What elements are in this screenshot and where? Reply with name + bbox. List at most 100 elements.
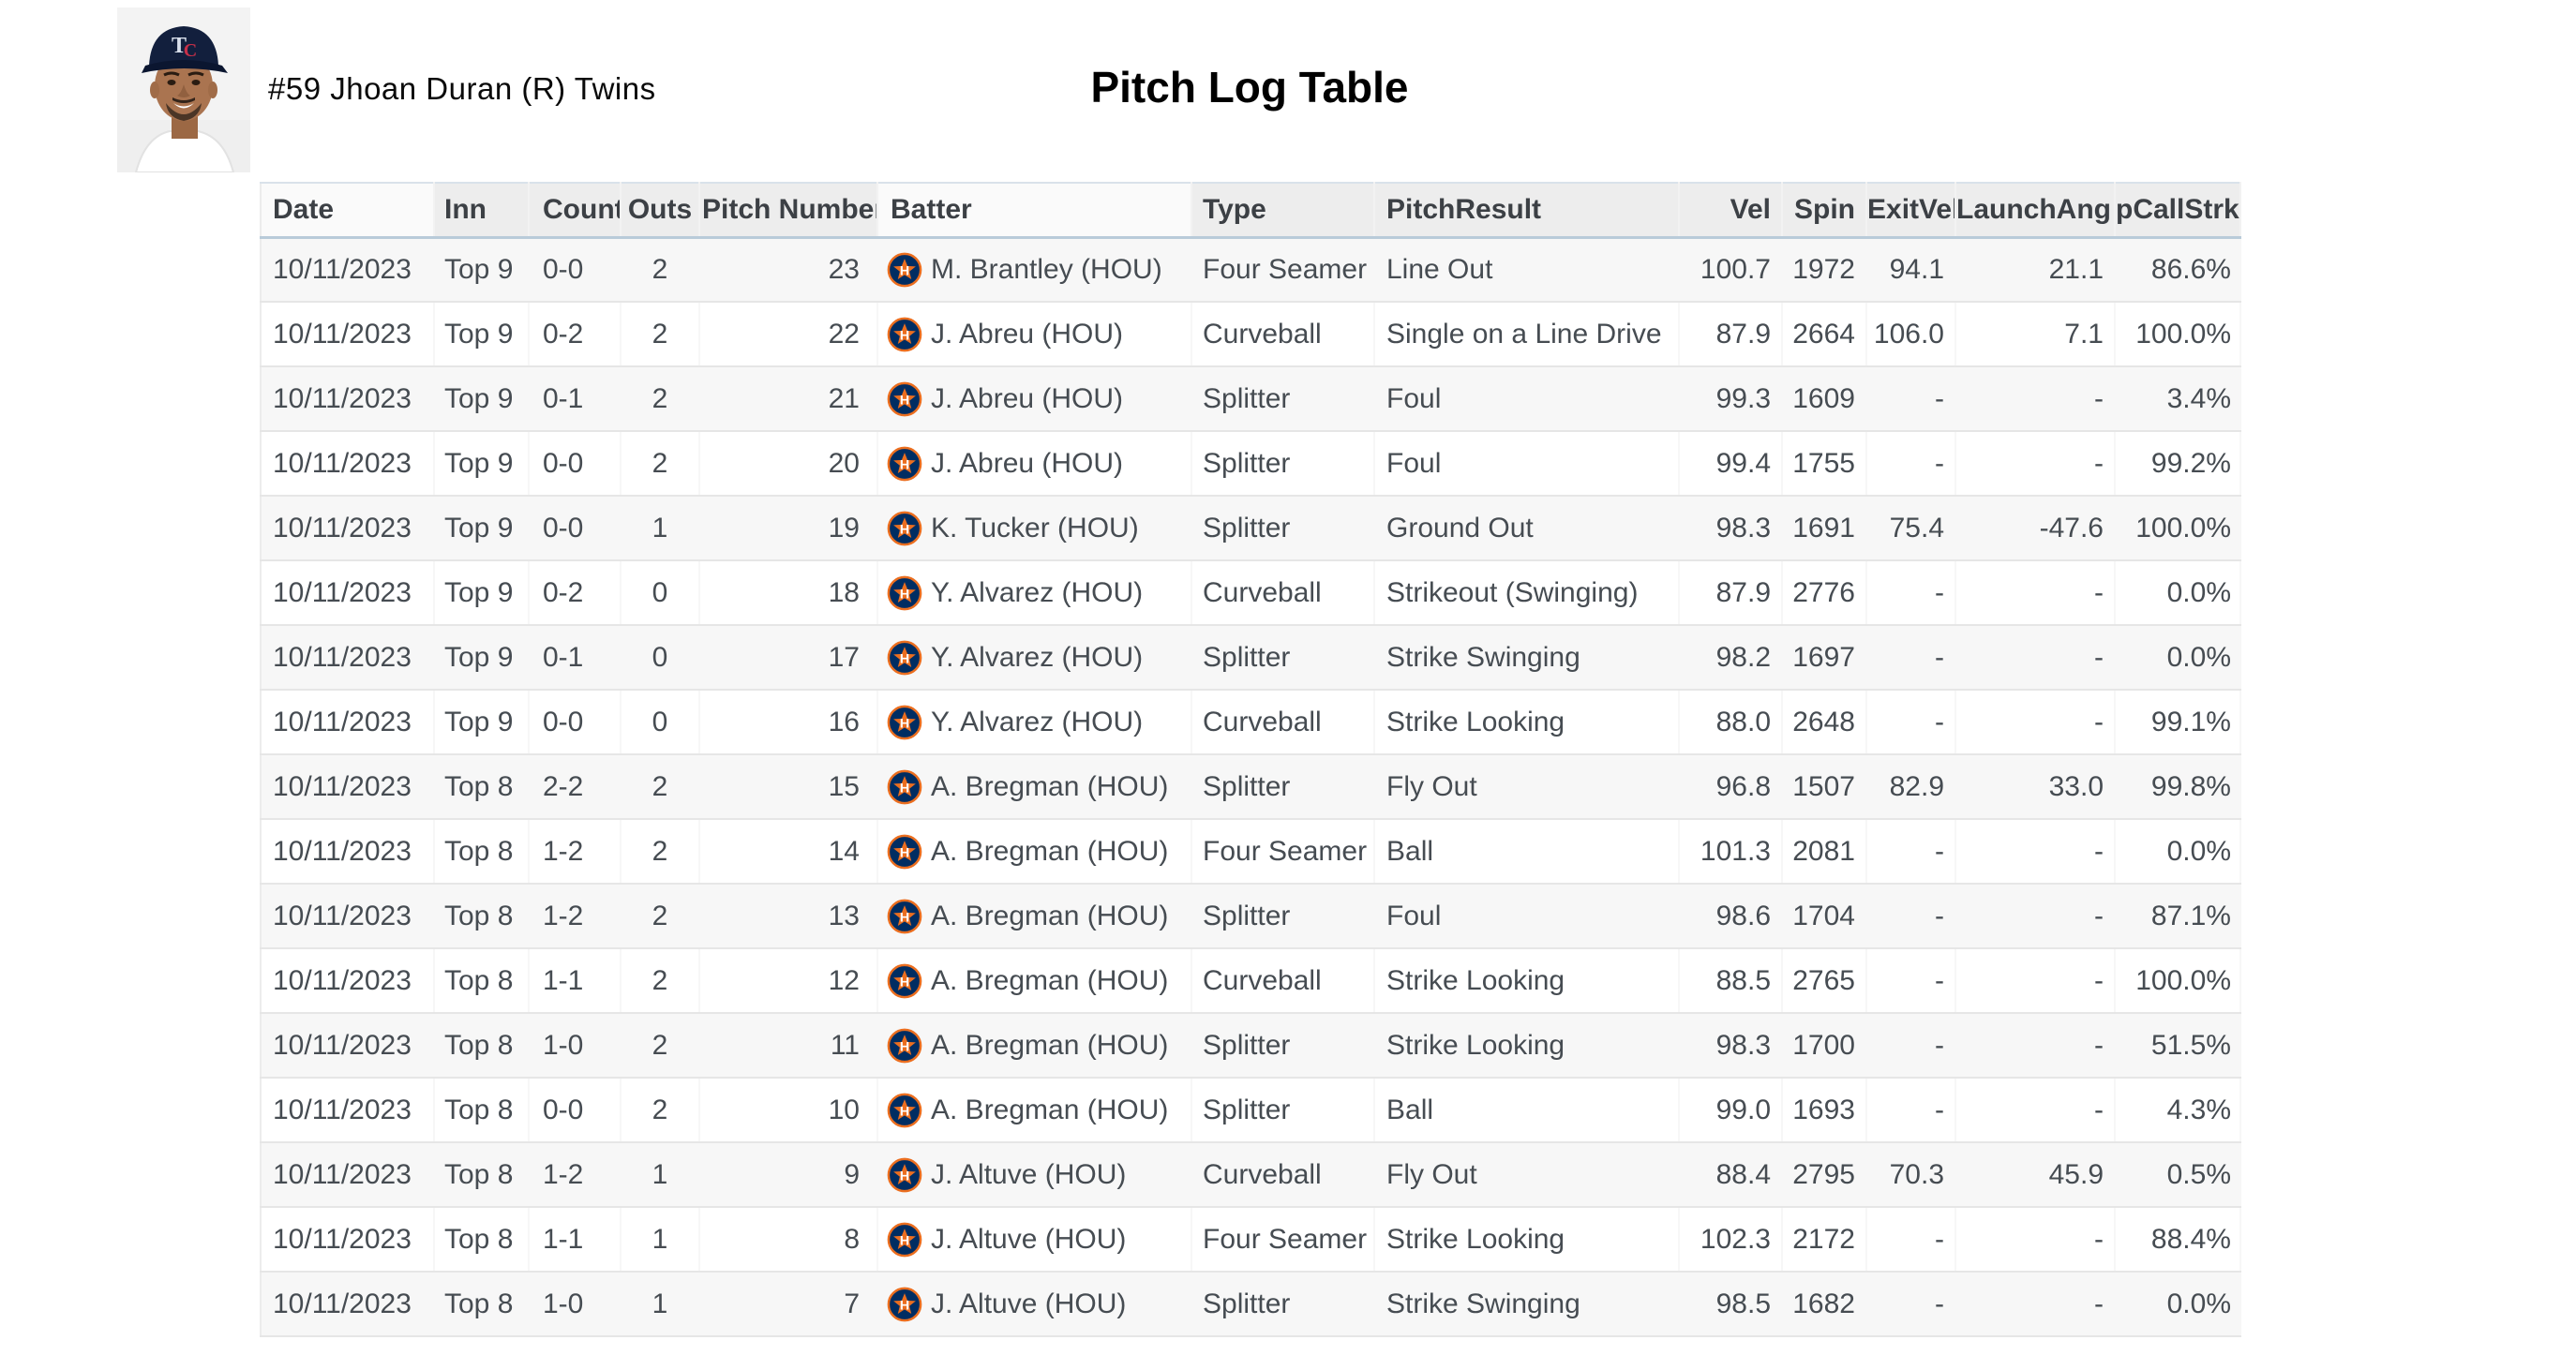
column-header-spin[interactable]: Spin (1782, 183, 1867, 239)
cell-launchang: -47.6 (1955, 496, 2115, 561)
cell-vel: 99.3 (1679, 366, 1782, 432)
cell-count: 0-2 (529, 560, 621, 626)
table-row[interactable]: 10/11/2023 Top 8 1-1 1 8 H J. Altuve (HO… (261, 1207, 2240, 1273)
column-header-pitch-number[interactable]: Pitch Number (699, 183, 878, 239)
cell-inn: Top 8 (434, 819, 529, 885)
cell-pitch-type: Splitter (1191, 625, 1374, 691)
column-header-date[interactable]: Date (261, 183, 435, 239)
svg-text:H: H (900, 716, 909, 731)
astros-logo-icon: H (887, 834, 922, 869)
astros-logo-icon: H (887, 1028, 922, 1063)
column-header-inn[interactable]: Inn (434, 183, 530, 239)
table-row[interactable]: 10/11/2023 Top 9 0-2 2 22 H J. Abreu (HO… (261, 302, 2240, 367)
cell-pitch-type: Curveball (1191, 948, 1374, 1014)
cell-inn: Top 8 (434, 1207, 529, 1273)
column-header-type[interactable]: Type (1191, 183, 1375, 239)
cell-outs: 2 (621, 884, 699, 949)
column-header-pcallstrk[interactable]: pCallStrk% (2115, 183, 2241, 239)
table-body: 10/11/2023 Top 9 0-0 2 23 H M. Brantley … (261, 237, 2240, 1337)
cell-count: 1-2 (529, 884, 621, 949)
svg-text:H: H (900, 263, 909, 278)
table-row[interactable]: 10/11/2023 Top 9 0-0 1 19 H K. Tucker (H… (261, 496, 2240, 561)
table-row[interactable]: 10/11/2023 Top 9 0-0 2 20 H J. Abreu (HO… (261, 431, 2240, 497)
cell-pitch-type: Curveball (1191, 560, 1374, 626)
cell-count: 0-0 (529, 496, 621, 561)
cell-pcallstrk: 0.5% (2115, 1142, 2240, 1208)
column-header-exitvel[interactable]: ExitVel (1866, 183, 1956, 239)
cell-pitch-type: Curveball (1191, 1142, 1374, 1208)
cell-pcallstrk: 51.5% (2115, 1013, 2240, 1079)
column-header-outs[interactable]: Outs (621, 183, 700, 239)
svg-text:H: H (900, 975, 909, 990)
svg-text:C: C (184, 40, 197, 61)
table-row[interactable]: 10/11/2023 Top 8 1-2 1 9 H J. Altuve (HO… (261, 1142, 2240, 1208)
cell-pitch-type: Splitter (1191, 1078, 1374, 1143)
cell-vel: 96.8 (1679, 754, 1782, 820)
cell-batter: H K. Tucker (HOU) (877, 496, 1191, 561)
table-row[interactable]: 10/11/2023 Top 9 0-1 2 21 H J. Abreu (HO… (261, 366, 2240, 432)
cell-launchang: - (1955, 1207, 2115, 1273)
cell-pitch-result: Ground Out (1374, 496, 1679, 561)
cell-vel: 99.4 (1679, 431, 1782, 497)
table-row[interactable]: 10/11/2023 Top 9 0-0 2 23 H M. Brantley … (261, 237, 2240, 303)
cell-date: 10/11/2023 (261, 884, 434, 949)
column-header-launchang[interactable]: LaunchAng (1955, 183, 2116, 239)
cell-pitch-result: Fly Out (1374, 754, 1679, 820)
cell-batter: H Y. Alvarez (HOU) (877, 560, 1191, 626)
cell-launchang: 45.9 (1955, 1142, 2115, 1208)
cell-outs: 1 (621, 496, 699, 561)
cell-batter: H A. Bregman (HOU) (877, 1013, 1191, 1079)
batter-name: J. Abreu (HOU) (931, 318, 1124, 350)
table-row[interactable]: 10/11/2023 Top 9 0-2 0 18 H Y. Alvarez (… (261, 560, 2240, 626)
table-row[interactable]: 10/11/2023 Top 8 2-2 2 15 H A. Bregman (… (261, 754, 2240, 820)
cell-batter: H J. Altuve (HOU) (877, 1142, 1191, 1208)
column-header-batter[interactable]: Batter (877, 183, 1192, 239)
cell-outs: 1 (621, 1142, 699, 1208)
cell-pcallstrk: 3.4% (2115, 366, 2240, 432)
cell-date: 10/11/2023 (261, 496, 434, 561)
cell-pitch-type: Curveball (1191, 690, 1374, 755)
cell-launchang: - (1955, 625, 2115, 691)
cell-pitch-result: Fly Out (1374, 1142, 1679, 1208)
cell-spin: 2648 (1782, 690, 1866, 755)
table-row[interactable]: 10/11/2023 Top 8 1-1 2 12 H A. Bregman (… (261, 948, 2240, 1014)
cell-outs: 0 (621, 690, 699, 755)
cell-pcallstrk: 88.4% (2115, 1207, 2240, 1273)
cell-vel: 98.5 (1679, 1272, 1782, 1337)
batter-name: A. Bregman (HOU) (931, 964, 1169, 996)
cell-exitvel: - (1866, 431, 1955, 497)
cell-pitch-type: Splitter (1191, 496, 1374, 561)
cell-spin: 1682 (1782, 1272, 1866, 1337)
cell-pitch-number: 12 (699, 948, 877, 1014)
column-header-count[interactable]: Count (529, 183, 622, 239)
table-row[interactable]: 10/11/2023 Top 8 1-2 2 13 H A. Bregman (… (261, 884, 2240, 949)
cell-inn: Top 9 (434, 496, 529, 561)
cell-count: 0-0 (529, 690, 621, 755)
cell-date: 10/11/2023 (261, 948, 434, 1014)
batter-name: Y. Alvarez (HOU) (931, 706, 1144, 737)
pitch-log-table-container: Date Inn Count Outs Pitch Number Batter … (260, 182, 2241, 1337)
table-row[interactable]: 10/11/2023 Top 9 0-1 0 17 H Y. Alvarez (… (261, 625, 2240, 691)
column-header-pitchresult[interactable]: PitchResult (1374, 183, 1680, 239)
cell-outs: 2 (621, 1078, 699, 1143)
cell-outs: 0 (621, 625, 699, 691)
cell-pitch-type: Splitter (1191, 1013, 1374, 1079)
cell-outs: 2 (621, 237, 699, 303)
table-row[interactable]: 10/11/2023 Top 9 0-0 0 16 H Y. Alvarez (… (261, 690, 2240, 755)
table-row[interactable]: 10/11/2023 Top 8 0-0 2 10 H A. Bregman (… (261, 1078, 2240, 1143)
cell-pitch-number: 17 (699, 625, 877, 691)
cell-count: 0-0 (529, 237, 621, 303)
cell-exitvel: - (1866, 1207, 1955, 1273)
cell-pitch-number: 13 (699, 884, 877, 949)
cell-pcallstrk: 99.2% (2115, 431, 2240, 497)
cell-spin: 2765 (1782, 948, 1866, 1014)
cell-batter: H J. Abreu (HOU) (877, 366, 1191, 432)
cell-vel: 100.7 (1679, 237, 1782, 303)
cell-pitch-number: 19 (699, 496, 877, 561)
batter-name: J. Altuve (HOU) (931, 1288, 1127, 1319)
table-row[interactable]: 10/11/2023 Top 8 1-2 2 14 H A. Bregman (… (261, 819, 2240, 885)
cell-batter: H A. Bregman (HOU) (877, 754, 1191, 820)
table-row[interactable]: 10/11/2023 Top 8 1-0 2 11 H A. Bregman (… (261, 1013, 2240, 1079)
table-row[interactable]: 10/11/2023 Top 8 1-0 1 7 H J. Altuve (HO… (261, 1272, 2240, 1337)
column-header-vel[interactable]: Vel (1679, 183, 1783, 239)
